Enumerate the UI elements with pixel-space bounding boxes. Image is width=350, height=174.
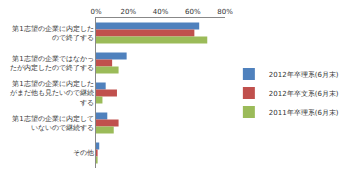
svg-text:第1志望の企業ではなかったが内定したので終了する: 第1志望の企業ではなかったが内定したので終了する [10, 55, 94, 72]
svg-text:40%: 40% [153, 8, 169, 16]
svg-text:2012年卒文系(6月末): 2012年卒文系(6月末) [269, 90, 339, 98]
svg-text:0%: 0% [90, 8, 101, 16]
svg-text:2011年卒理系(6月末): 2011年卒理系(6月末) [269, 109, 339, 117]
svg-text:第1志望の企業に内定したがまだ他も見たいので継続する: 第1志望の企業に内定したがまだ他も見たいので継続する [10, 80, 94, 106]
svg-text:20%: 20% [120, 8, 136, 16]
svg-text:80%: 80% [217, 8, 233, 16]
svg-text:第1志望の企業に内定したので終了する: 第1志望の企業に内定したので終了する [12, 25, 93, 42]
svg-text:60%: 60% [185, 8, 201, 16]
svg-text:第1志望の企業に内定していないので継続する: 第1志望の企業に内定していないので継続する [12, 115, 93, 132]
svg-text:その他: その他 [73, 149, 94, 157]
svg-text:2012年卒理系(6月末): 2012年卒理系(6月末) [269, 71, 339, 79]
